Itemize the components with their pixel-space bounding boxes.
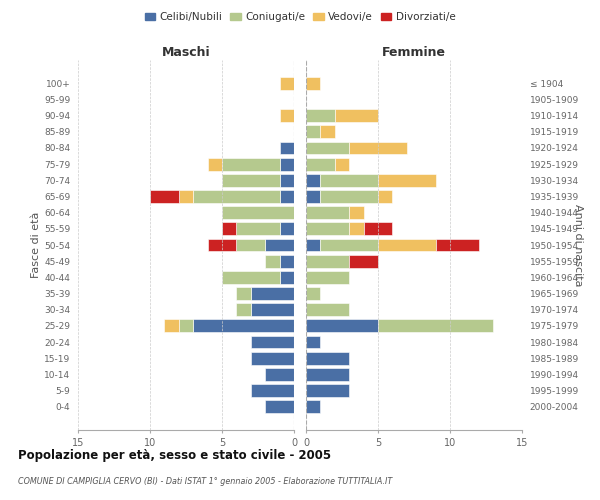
Bar [306, 126, 320, 138]
Bar [306, 352, 349, 364]
Bar [349, 254, 378, 268]
Bar [265, 400, 294, 413]
Bar [306, 384, 349, 397]
Bar [251, 287, 294, 300]
Bar [222, 158, 280, 170]
Bar [306, 190, 320, 203]
Bar [280, 77, 294, 90]
Legend: Celibi/Nubili, Coniugati/e, Vedovi/e, Divorziati/e: Celibi/Nubili, Coniugati/e, Vedovi/e, Di… [140, 8, 460, 26]
Bar [222, 271, 280, 284]
Bar [280, 142, 294, 154]
Bar [251, 352, 294, 364]
Bar [364, 222, 392, 235]
Bar [236, 287, 251, 300]
Bar [306, 368, 349, 381]
Bar [222, 222, 236, 235]
Bar [306, 271, 349, 284]
Bar [306, 206, 349, 219]
Y-axis label: Anni di nascita: Anni di nascita [573, 204, 583, 286]
Title: Maschi: Maschi [161, 46, 211, 59]
Bar [236, 303, 251, 316]
Bar [236, 238, 265, 252]
Y-axis label: Fasce di età: Fasce di età [31, 212, 41, 278]
Bar [320, 190, 378, 203]
Bar [280, 109, 294, 122]
Bar [179, 320, 193, 332]
Bar [349, 206, 364, 219]
Bar [306, 174, 320, 187]
Bar [306, 77, 320, 90]
Bar [306, 109, 335, 122]
Bar [349, 222, 364, 235]
Text: Popolazione per età, sesso e stato civile - 2005: Popolazione per età, sesso e stato civil… [18, 450, 331, 462]
Bar [335, 158, 349, 170]
Bar [251, 336, 294, 348]
Bar [280, 254, 294, 268]
Bar [306, 222, 349, 235]
Bar [306, 254, 349, 268]
Bar [251, 303, 294, 316]
Bar [280, 271, 294, 284]
Bar [222, 206, 294, 219]
Bar [306, 287, 320, 300]
Bar [265, 238, 294, 252]
Bar [320, 174, 378, 187]
Bar [306, 303, 349, 316]
Bar [193, 320, 294, 332]
Bar [436, 238, 479, 252]
Bar [179, 190, 193, 203]
Bar [280, 174, 294, 187]
Bar [280, 222, 294, 235]
Bar [349, 142, 407, 154]
Text: COMUNE DI CAMPIGLIA CERVO (BI) - Dati ISTAT 1° gennaio 2005 - Elaborazione TUTTI: COMUNE DI CAMPIGLIA CERVO (BI) - Dati IS… [18, 477, 392, 486]
Bar [306, 400, 320, 413]
Bar [265, 254, 280, 268]
Bar [306, 320, 378, 332]
Bar [280, 158, 294, 170]
Bar [306, 158, 335, 170]
Bar [378, 238, 436, 252]
Bar [251, 384, 294, 397]
Bar [320, 126, 335, 138]
Bar [280, 190, 294, 203]
Bar [378, 190, 392, 203]
Title: Femmine: Femmine [382, 46, 446, 59]
Bar [378, 320, 493, 332]
Bar [222, 174, 280, 187]
Bar [306, 142, 349, 154]
Bar [208, 158, 222, 170]
Bar [265, 368, 294, 381]
Bar [164, 320, 179, 332]
Bar [236, 222, 280, 235]
Bar [320, 238, 378, 252]
Bar [306, 238, 320, 252]
Bar [378, 174, 436, 187]
Bar [208, 238, 236, 252]
Bar [150, 190, 179, 203]
Bar [306, 336, 320, 348]
Bar [193, 190, 280, 203]
Bar [335, 109, 378, 122]
